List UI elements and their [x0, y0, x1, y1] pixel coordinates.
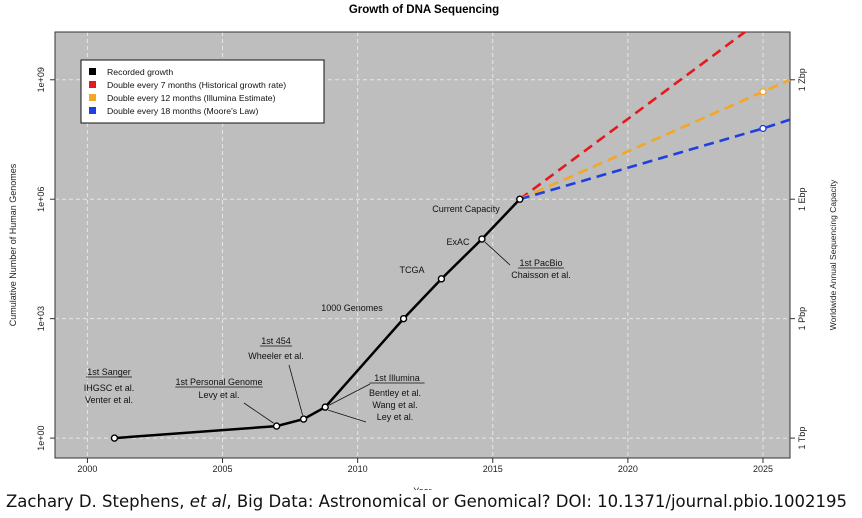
annotation-illumina-leader-2	[328, 409, 367, 423]
annotation-current-capacity: Current Capacity	[432, 204, 500, 214]
y-tick-label: 1e+06	[36, 187, 46, 212]
y2-tick-label: 1 Ebp	[797, 187, 807, 211]
annotation-personal-genome: 1st Personal Genome	[175, 377, 262, 387]
annotation-454: 1st 454	[261, 336, 291, 346]
x-tick-label: 2010	[348, 464, 368, 474]
legend-swatch	[89, 107, 96, 114]
recorded-growth-point	[437, 275, 446, 283]
recorded-growth-line	[114, 198, 521, 440]
y-axis-label: Cumulative Number of Human Genomes	[8, 163, 18, 326]
legend-label: Double every 18 months (Moore's Law)	[107, 106, 258, 116]
y2-tick-label: 1 Pbp	[797, 307, 807, 331]
annotation-personal-genome-leader	[243, 402, 274, 424]
x-tick-label: 2000	[77, 464, 97, 474]
recorded-growth-point	[321, 403, 329, 411]
chart-title: Growth of DNA Sequencing	[349, 4, 499, 16]
annotation-454-leader	[288, 364, 303, 416]
x-tick-label: 2005	[213, 464, 233, 474]
annotation-pacbio-leader	[484, 241, 511, 266]
annotation-tcga: TCGA	[399, 265, 424, 275]
y-tick-label: 1e+09	[36, 67, 46, 92]
annotation-pacbio-authors: Chaisson et al.	[511, 270, 571, 280]
y-tick-label: 1e+03	[36, 306, 46, 331]
y2-tick-label: 1 Zbp	[797, 68, 807, 91]
y2-axis-label: Worldwide Annual Sequencing Capacity	[828, 179, 838, 330]
annotation-sanger-authors: IHGSC et al.	[84, 383, 135, 393]
annotation-sanger-authors: Venter et al.	[85, 395, 133, 405]
annotation-454-authors: Wheeler et al.	[248, 351, 304, 361]
recorded-growth-point	[399, 314, 408, 323]
recorded-growth-point	[478, 235, 486, 243]
y-tick-label: 1e+00	[36, 425, 46, 450]
annotation-1000-genomes: 1000 Genomes	[321, 303, 383, 313]
recorded-growth-point	[299, 415, 308, 423]
legend-label: Recorded growth	[107, 67, 173, 77]
x-tick-label: 2025	[753, 464, 773, 474]
annotation-pacbio: 1st PacBio	[519, 258, 562, 268]
plot-border	[54, 31, 791, 459]
legend-swatch	[89, 81, 96, 88]
legend-label: Double every 7 months (Historical growth…	[107, 80, 286, 90]
annotation-personal-genome-authors: Levy et al.	[198, 390, 239, 400]
chart: Growth of DNA Sequencing 2000 2005 2010 201…	[8, 4, 838, 490]
caption-author: Zachary D. Stephens,	[6, 492, 185, 511]
annotation-illumina-leader-1	[329, 383, 371, 406]
annotation-illumina: 1st Illumina	[374, 373, 420, 383]
caption-rest: , Big Data: Astronomical or Genomical? D…	[226, 492, 848, 511]
annotation-sanger: 1st Sanger	[87, 367, 131, 377]
annotation-illumina-authors: Wang et al.	[372, 400, 417, 410]
recorded-growth-point	[110, 434, 119, 442]
legend-swatch	[89, 68, 96, 75]
projection-7-months-line	[519, 32, 748, 201]
caption-etal: et al	[189, 492, 227, 511]
citation-caption: Zachary D. Stephens, et al, Big Data: As…	[6, 492, 847, 511]
projection-point	[759, 88, 767, 96]
x-tick-label: 2020	[618, 464, 638, 474]
legend-box	[80, 59, 325, 124]
legend-label: Double every 12 months (Illumina Estimat…	[107, 93, 276, 103]
y2-tick-label: 1 Tbp	[797, 427, 807, 450]
annotation-illumina-authors: Bentley et al.	[369, 388, 421, 398]
recorded-growth-point	[516, 195, 524, 203]
projection-18-months-line	[519, 118, 790, 201]
annotation-illumina-authors: Ley et al.	[377, 412, 414, 422]
x-tick-label: 2015	[483, 464, 503, 474]
projection-point	[759, 124, 767, 133]
legend-swatch	[89, 94, 96, 101]
recorded-growth-point	[272, 422, 281, 430]
x-axis-label: Year	[413, 486, 431, 490]
annotation-exac: ExAC	[446, 237, 470, 247]
